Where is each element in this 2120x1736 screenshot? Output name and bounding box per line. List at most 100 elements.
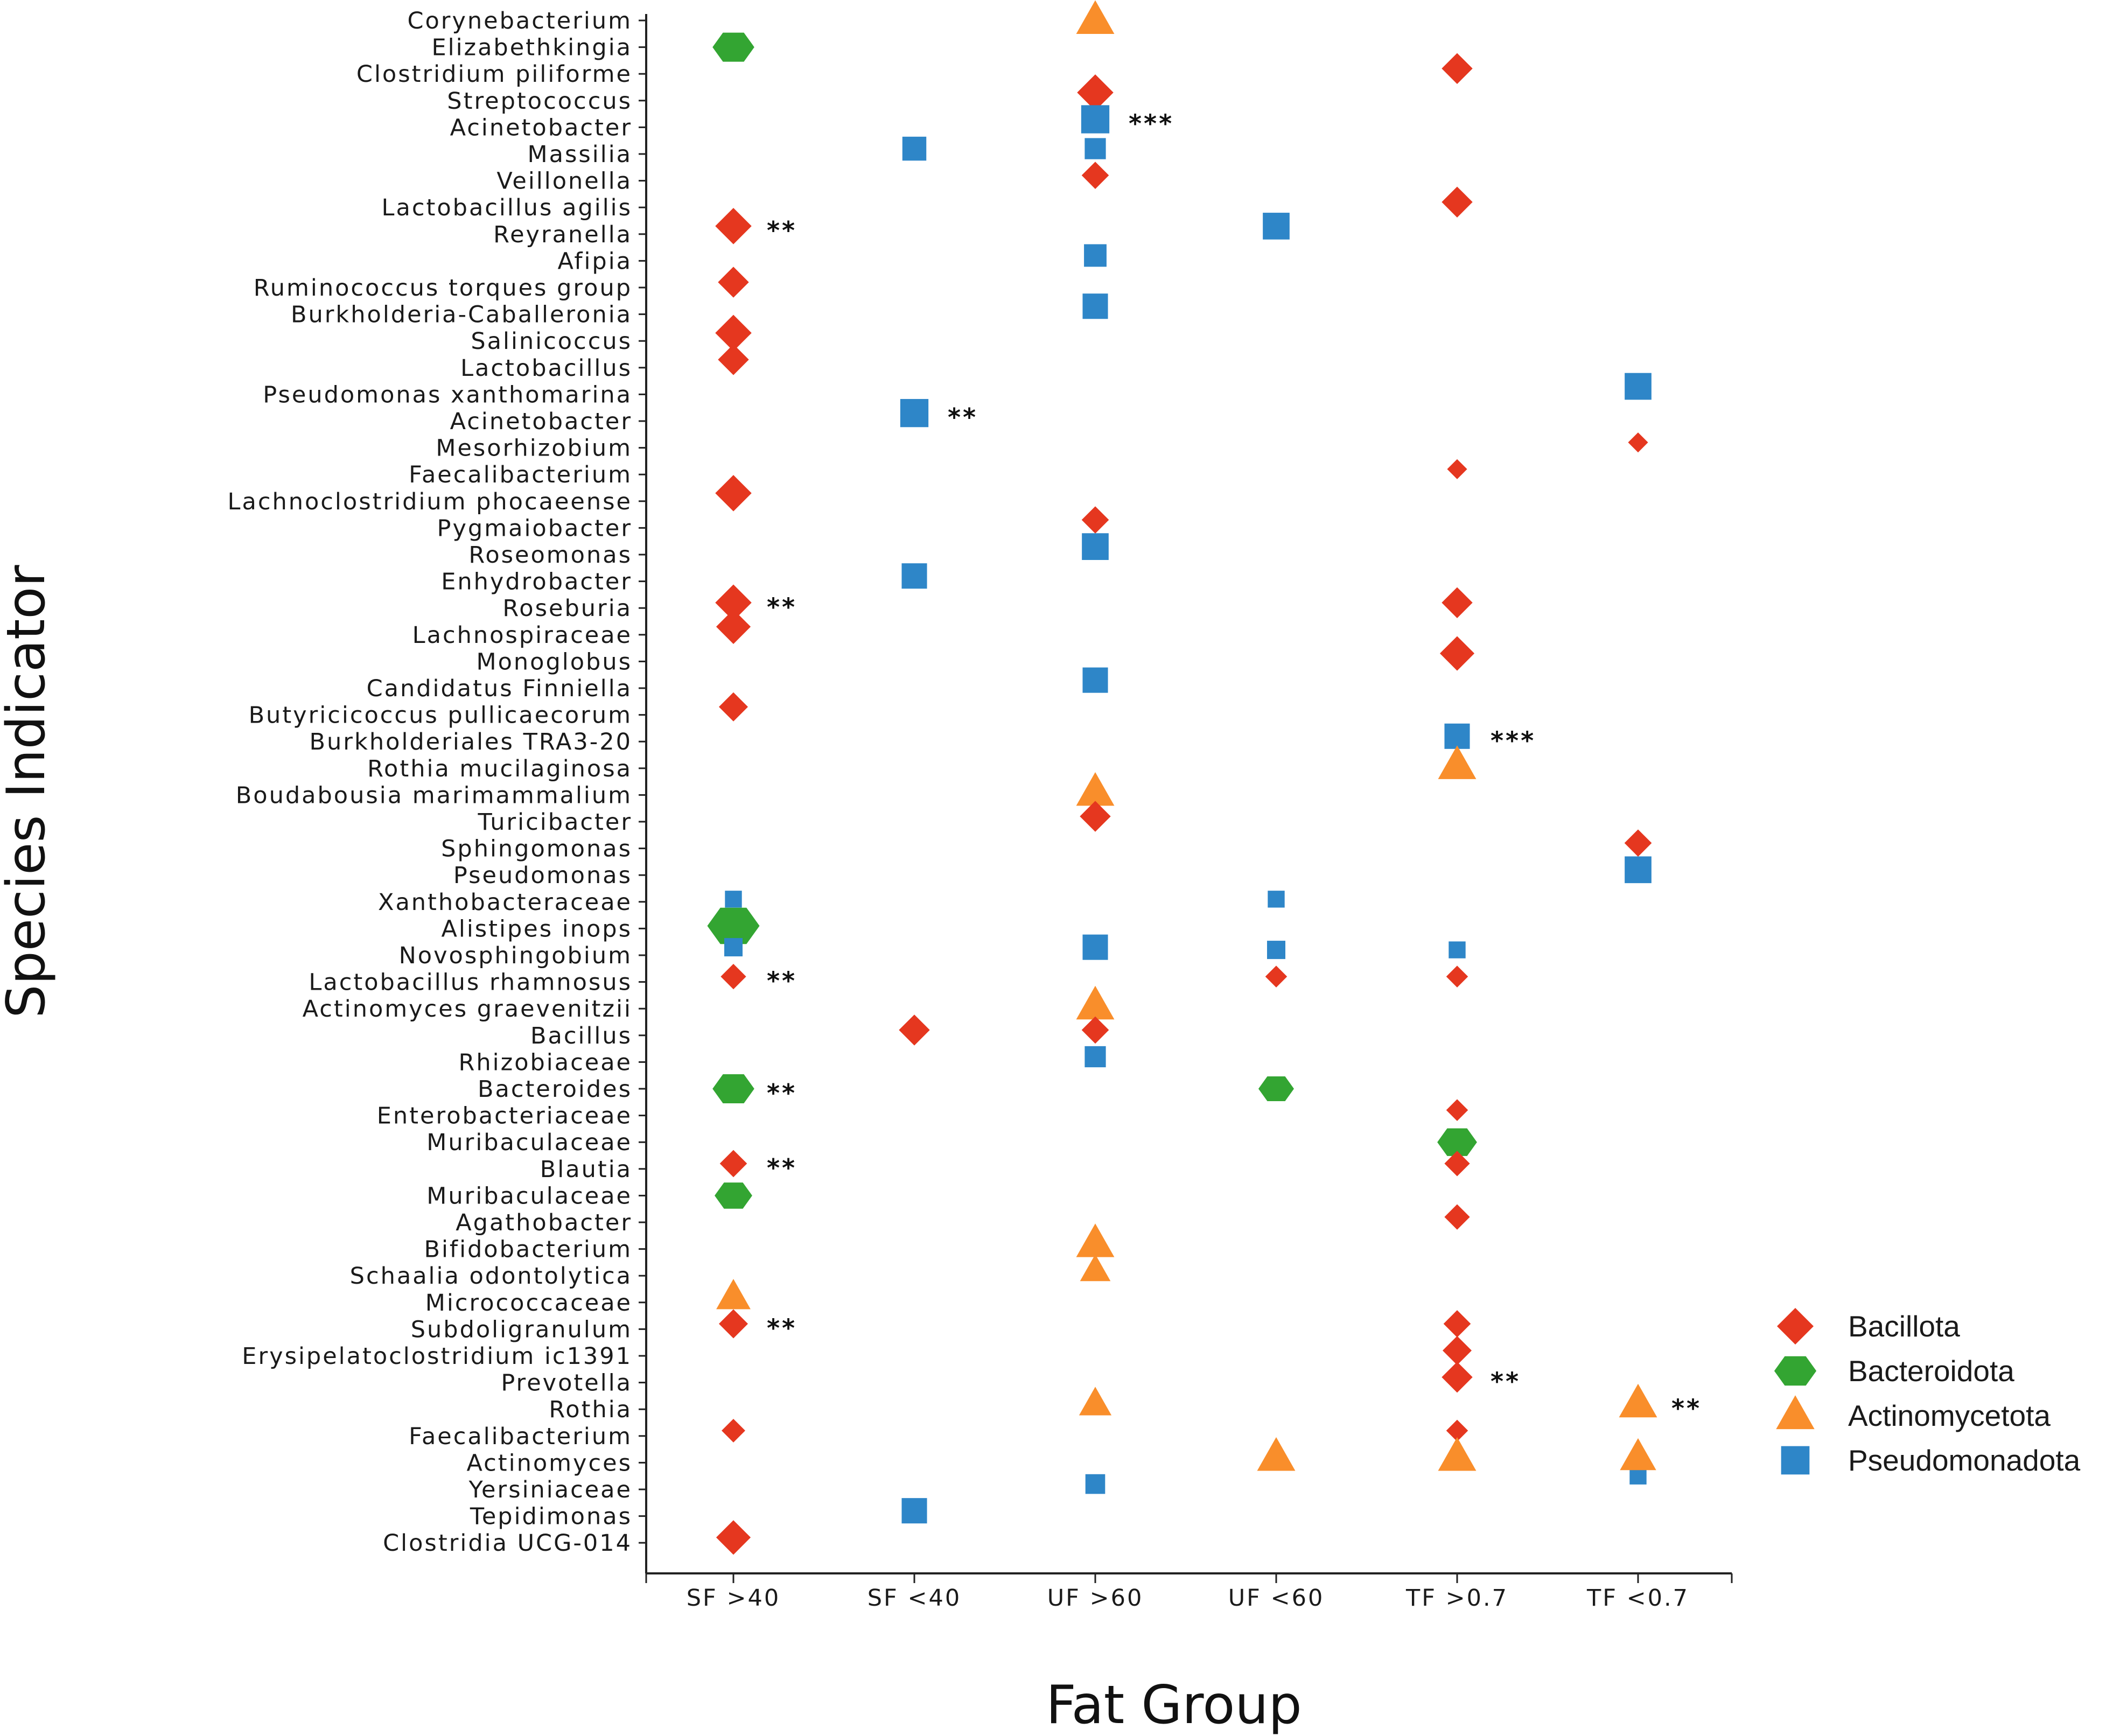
y-tick-label: Lactobacillus rhamnosus: [309, 969, 632, 996]
y-tick-label: Actinomyces graevenitzii: [303, 996, 632, 1023]
point-bacillota-diamond: [1444, 1204, 1470, 1230]
point-actinomycetota-triangle: [1079, 1387, 1112, 1416]
significance-marker: **: [767, 216, 797, 245]
y-tick-label: Enterobacteriaceae: [377, 1103, 632, 1130]
y-tick-label: Boudabousia marimammalium: [236, 782, 632, 809]
y-tick-label: Pseudomonas: [453, 862, 632, 889]
x-tick-label: SF >40: [687, 1585, 780, 1612]
point-pseudomonadota-square: [1085, 1046, 1106, 1068]
point-pseudomonadota-square: [1082, 293, 1108, 319]
y-tick-label: Alistipes inops: [441, 915, 632, 942]
y-tick-label: Novosphingobium: [399, 942, 632, 969]
significance-marker: **: [948, 403, 978, 432]
legend: Bacillota Bacteroidota Actinomycetota Pseud…: [1774, 1308, 2081, 1477]
y-tick-label: Streptococcus: [447, 88, 632, 115]
point-pseudomonadota-square: [1082, 934, 1108, 960]
legend-label-pseudomonadota: Pseudomonadota: [1848, 1444, 2081, 1477]
point-bacillota-diamond: [1447, 459, 1467, 479]
y-tick-label: Tepidimonas: [470, 1503, 632, 1530]
y-tick-label: Acinetobacter: [450, 114, 632, 141]
x-tick-label: TF <0.7: [1586, 1585, 1689, 1612]
x-axis-title: Fat Group: [1046, 1675, 1302, 1736]
point-actinomycetota-triangle: [1076, 772, 1115, 806]
point-bacillota-diamond: [1442, 587, 1473, 618]
point-actinomycetota-triangle: [1076, 985, 1115, 1020]
y-tick-label: Butyricicoccus pullicaecorum: [249, 702, 632, 729]
significance-marker: **: [767, 1313, 797, 1342]
point-pseudomonadota-square: [1081, 105, 1110, 134]
axes: [639, 14, 1733, 1583]
legend-label-actinomycetota: Actinomycetota: [1848, 1399, 2051, 1432]
y-tick-label: Bacillus: [530, 1023, 632, 1049]
y-tick-label: Veillonella: [496, 168, 632, 195]
point-bacteroidota-hexagon: [1258, 1076, 1294, 1101]
y-tick-label: Rothia mucilaginosa: [367, 755, 632, 782]
point-bacillota-diamond: [722, 1418, 745, 1443]
point-bacillota-diamond: [1443, 1310, 1471, 1338]
y-tick-label: Candidatus Finniella: [367, 675, 632, 702]
x-tick-label: SF <40: [867, 1585, 961, 1612]
y-tick-label: Lachnoclostridium phocaeense: [228, 488, 632, 515]
y-tick-label: Bacteroides: [478, 1076, 632, 1103]
point-bacillota-diamond: [716, 1520, 751, 1555]
y-tick-label: Afipia: [557, 248, 632, 275]
point-pseudomonadota-square: [901, 1498, 927, 1524]
point-bacillota-diamond: [715, 475, 752, 512]
y-tick-label: Rothia: [549, 1396, 632, 1423]
point-actinomycetota-triangle: [1080, 1254, 1111, 1282]
x-tick-label: UF <60: [1228, 1585, 1325, 1612]
y-tick-label: Monoglobus: [477, 648, 632, 675]
point-pseudomonadota-square: [1625, 856, 1652, 884]
y-tick-label: Lactobacillus agilis: [382, 194, 632, 221]
legend-hexagon-icon: [1774, 1356, 1817, 1386]
point-bacteroidota-hexagon: [1437, 1128, 1477, 1156]
y-tick-label: Sphingomonas: [441, 836, 632, 863]
point-pseudomonadota-square: [724, 938, 743, 957]
legend-square-icon: [1781, 1446, 1810, 1475]
point-bacillota-diamond: [899, 1014, 930, 1046]
point-bacillota-diamond: [719, 692, 748, 722]
point-bacillota-diamond: [1265, 965, 1288, 988]
y-tick-label: Subdoligranulum: [411, 1316, 632, 1343]
point-actinomycetota-triangle: [1257, 1437, 1296, 1471]
y-tick-label: Ruminococcus torques group: [254, 275, 632, 302]
point-actinomycetota-triangle: [1438, 745, 1477, 779]
point-bacillota-diamond: [1439, 636, 1475, 671]
y-tick-label: Turicibacter: [478, 809, 632, 836]
point-bacillota-diamond: [1444, 1151, 1470, 1177]
y-tick-label: Acinetobacter: [450, 408, 632, 435]
y-tick-label: Elizabethkingia: [431, 34, 632, 61]
point-bacillota-diamond: [1442, 53, 1473, 84]
point-actinomycetota-triangle: [1076, 1223, 1115, 1257]
y-tick-label: Burkholderiales TRA3-20: [310, 729, 632, 755]
y-tick-label: Burkholderia-Caballeronia: [291, 302, 632, 328]
point-pseudomonadota-square: [1263, 213, 1290, 240]
point-actinomycetota-triangle: [1619, 1383, 1657, 1418]
significance-marker: **: [1491, 1367, 1521, 1396]
point-bacteroidota-hexagon: [715, 1182, 752, 1209]
y-tick-label: Prevotella: [501, 1370, 632, 1397]
point-pseudomonadota-square: [1084, 244, 1107, 267]
significance-marker: **: [767, 592, 797, 621]
point-bacillota-diamond: [715, 584, 752, 621]
legend-triangle-icon: [1776, 1395, 1815, 1430]
point-bacillota-diamond: [720, 964, 746, 990]
point-bacillota-diamond: [716, 609, 751, 644]
point-pseudomonadota-square: [902, 136, 927, 161]
point-bacteroidota-hexagon: [712, 32, 754, 62]
y-tick-label: Lactobacillus: [460, 355, 632, 382]
significance-marker: **: [767, 1079, 797, 1108]
y-tick-label: Micrococcaceae: [425, 1290, 632, 1317]
point-bacillota-diamond: [1442, 186, 1473, 218]
point-bacillota-diamond: [1443, 1336, 1472, 1366]
point-pseudomonadota-square: [1268, 891, 1285, 908]
y-tick-label: Pygmaiobacter: [437, 515, 632, 542]
point-pseudomonadota-square: [1449, 941, 1466, 958]
y-tick-label: Muribaculaceae: [426, 1129, 632, 1156]
point-pseudomonadota-square: [1629, 1467, 1647, 1485]
x-tick-labels: SF >40 SF <40 UF >60 UF <60 TF >0.7 TF <0.7: [687, 1585, 1689, 1612]
y-tick-label: Yersiniaceae: [468, 1476, 633, 1503]
point-bacillota-diamond: [1081, 1016, 1109, 1044]
point-actinomycetota-triangle: [716, 1279, 751, 1310]
point-bacteroidota-hexagon: [707, 907, 760, 944]
